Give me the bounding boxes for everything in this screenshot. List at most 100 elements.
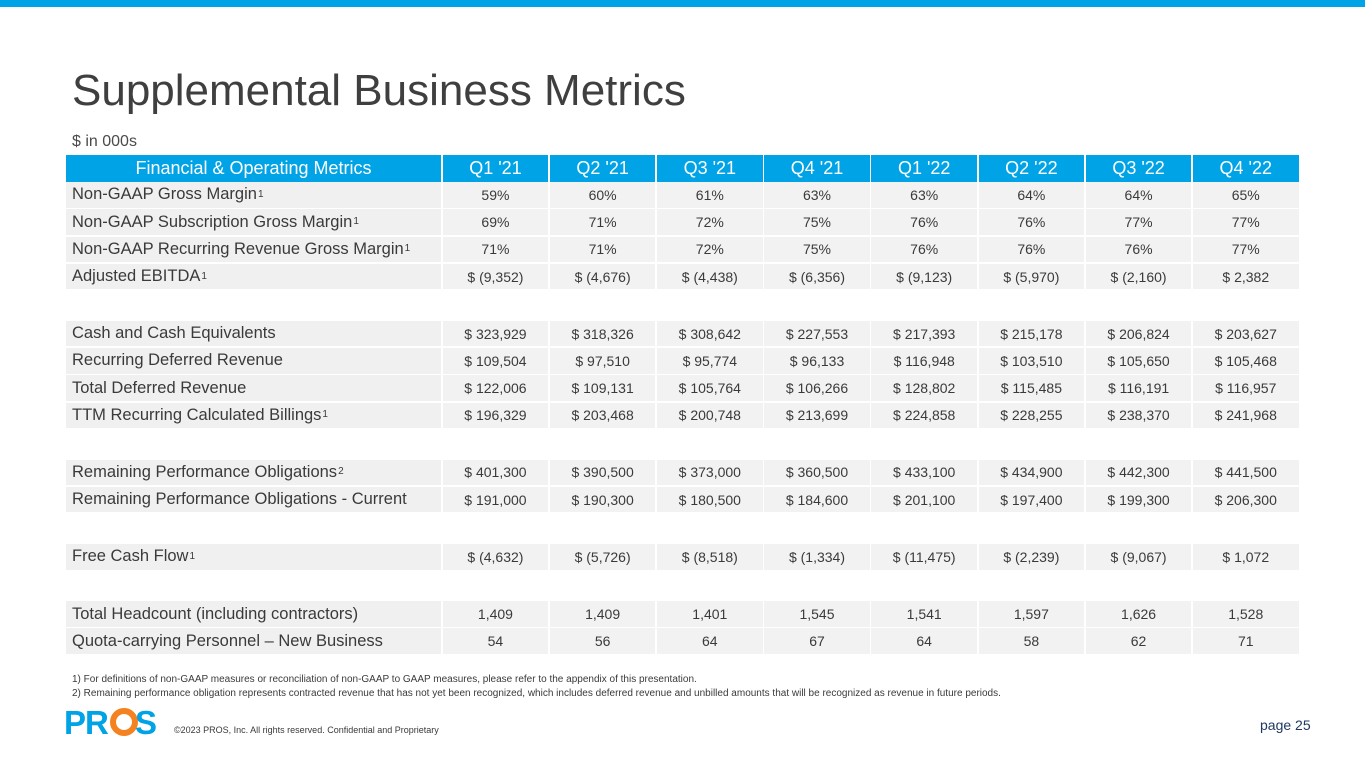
value-cell: $ (5,726) — [549, 544, 656, 570]
footnote-2: 2) Remaining performance obligation repr… — [72, 688, 1001, 699]
header-col: Q4 '22 — [1193, 155, 1299, 182]
row-label-text: Remaining Performance Obligations — [72, 462, 338, 481]
value-cell: 77% — [1085, 209, 1192, 235]
value-cell: $ 323,929 — [442, 320, 549, 347]
value-cell: $ 109,131 — [549, 375, 656, 401]
value-cell: $ 1,072 — [1193, 544, 1299, 570]
value-cell: $ 180,500 — [657, 486, 763, 513]
value-cell: $ (1,334) — [764, 544, 870, 570]
row-label-text: Non-GAAP Gross Margin — [72, 185, 257, 204]
value-cell: $ (8,518) — [657, 544, 763, 570]
value-cell: $ 196,329 — [442, 402, 549, 428]
table-row: TTM Recurring Calculated Billings 1 $ 196,… — [66, 402, 1299, 430]
row-label: Remaining Performance Obligations 2 — [66, 459, 441, 486]
value-cell: 64 — [871, 628, 977, 654]
table-row: Remaining Performance Obligations 2 $ 401,… — [66, 459, 1299, 487]
value-cell: 76% — [1085, 236, 1192, 263]
header-col: Q2 '21 — [549, 155, 656, 182]
header-col: Q1 '22 — [871, 155, 977, 182]
value-cell: $ 308,642 — [657, 320, 763, 347]
value-cell: 1,597 — [978, 601, 1085, 627]
row-label-text: Total Deferred Revenue — [72, 378, 247, 397]
table-row: Non-GAAP Gross Margin 1 59% 60% 61% 63% 63% 64%… — [66, 182, 1299, 209]
value-cell: $ 106,266 — [764, 375, 870, 401]
page-title: Supplemental Business Metrics — [72, 66, 686, 115]
value-cell: 71 — [1193, 628, 1299, 654]
row-label-text: Recurring Deferred Revenue — [72, 351, 283, 370]
value-cell: $ 390,500 — [549, 459, 656, 486]
row-label-text: Quota-carrying Personnel – New Business — [72, 631, 383, 650]
value-cell: $ (4,438) — [657, 263, 763, 290]
value-cell: $ 318,326 — [549, 320, 656, 347]
table-row: Non-GAAP Recurring Revenue Gross Margin 1… — [66, 236, 1299, 264]
value-cell: $ 115,485 — [978, 375, 1085, 401]
value-cell: 63% — [764, 182, 870, 208]
value-cell: 69% — [442, 209, 549, 235]
value-cell: $ 105,764 — [657, 375, 763, 401]
row-label-text: Free Cash Flow — [72, 547, 189, 566]
value-cell: $ 228,255 — [978, 402, 1085, 428]
value-cell: $ 105,650 — [1085, 348, 1192, 374]
footnotes: 1) For definitions of non-GAAP measures … — [72, 673, 1001, 701]
value-cell: 54 — [442, 628, 549, 654]
value-cell: 71% — [442, 236, 549, 263]
value-cell: $ 213,699 — [764, 402, 870, 428]
value-cell: 60% — [549, 182, 656, 208]
value-cell: $ 95,774 — [657, 348, 763, 374]
value-cell: $ (2,160) — [1085, 263, 1192, 290]
value-cell: $ 238,370 — [1085, 402, 1192, 428]
value-cell: 1,528 — [1193, 601, 1299, 627]
value-cell: 76% — [978, 209, 1085, 235]
value-cell: $ 116,957 — [1193, 375, 1299, 401]
value-cell: $ 122,006 — [442, 375, 549, 401]
value-cell: 75% — [764, 236, 870, 263]
value-cell: $ 199,300 — [1085, 486, 1192, 513]
value-cell: 64% — [1085, 182, 1192, 208]
row-label: Non-GAAP Recurring Revenue Gross Margin 1 — [66, 236, 441, 263]
row-label-text: Non-GAAP Subscription Gross Margin — [72, 212, 353, 231]
value-cell: 75% — [764, 209, 870, 235]
value-cell: 61% — [657, 182, 763, 208]
value-cell: $ 190,300 — [549, 486, 656, 513]
value-cell: 76% — [871, 236, 977, 263]
value-cell: 64 — [657, 628, 763, 654]
value-cell: $ 217,393 — [871, 320, 977, 347]
value-cell: $ (9,352) — [442, 263, 549, 290]
header-col: Q1 '21 — [442, 155, 549, 182]
value-cell: 77% — [1193, 209, 1299, 235]
value-cell: $ 97,510 — [549, 348, 656, 374]
row-label-text: Cash and Cash Equivalents — [72, 324, 276, 343]
row-label-text: Total Headcount (including contractors) — [72, 604, 359, 623]
page-number: page 25 — [1260, 717, 1311, 733]
header-col: Q4 '21 — [764, 155, 870, 182]
header-label: Financial & Operating Metrics — [66, 155, 441, 182]
value-cell: $ 116,948 — [871, 348, 977, 374]
value-cell: $ (2,239) — [978, 544, 1085, 570]
row-label: Non-GAAP Gross Margin 1 — [66, 182, 441, 208]
value-cell: 1,409 — [442, 601, 549, 627]
value-cell: 1,626 — [1085, 601, 1192, 627]
value-cell: $ 116,191 — [1085, 375, 1192, 401]
value-cell: $ 373,000 — [657, 459, 763, 486]
value-cell: 72% — [657, 236, 763, 263]
svg-text:PR: PR — [64, 707, 109, 737]
pros-logo: PR S — [64, 707, 157, 737]
row-label: Non-GAAP Subscription Gross Margin 1 — [66, 209, 441, 235]
value-cell: $ (9,067) — [1085, 544, 1192, 570]
value-cell: 71% — [549, 209, 656, 235]
table-row: Free Cash Flow 1 $ (4,632) $ (5,726) $ (8,51… — [66, 544, 1299, 571]
value-cell: $ 203,468 — [549, 402, 656, 428]
value-cell: $ 109,504 — [442, 348, 549, 374]
table-row: Total Headcount (including contractors) 1… — [66, 601, 1299, 628]
value-cell: $ 206,300 — [1193, 486, 1299, 513]
value-cell: $ 360,500 — [764, 459, 870, 486]
table-row: Cash and Cash Equivalents $ 323,929 $ 318,… — [66, 320, 1299, 348]
value-cell: 58 — [978, 628, 1085, 654]
metrics-table: Financial & Operating Metrics Q1 '21 Q2 … — [66, 155, 1299, 656]
value-cell: $ 200,748 — [657, 402, 763, 428]
value-cell: 56 — [549, 628, 656, 654]
row-label: Total Headcount (including contractors) — [66, 601, 441, 627]
value-cell: $ 2,382 — [1193, 263, 1299, 290]
value-cell: $ (11,475) — [871, 544, 977, 570]
value-cell: $ 433,100 — [871, 459, 977, 486]
